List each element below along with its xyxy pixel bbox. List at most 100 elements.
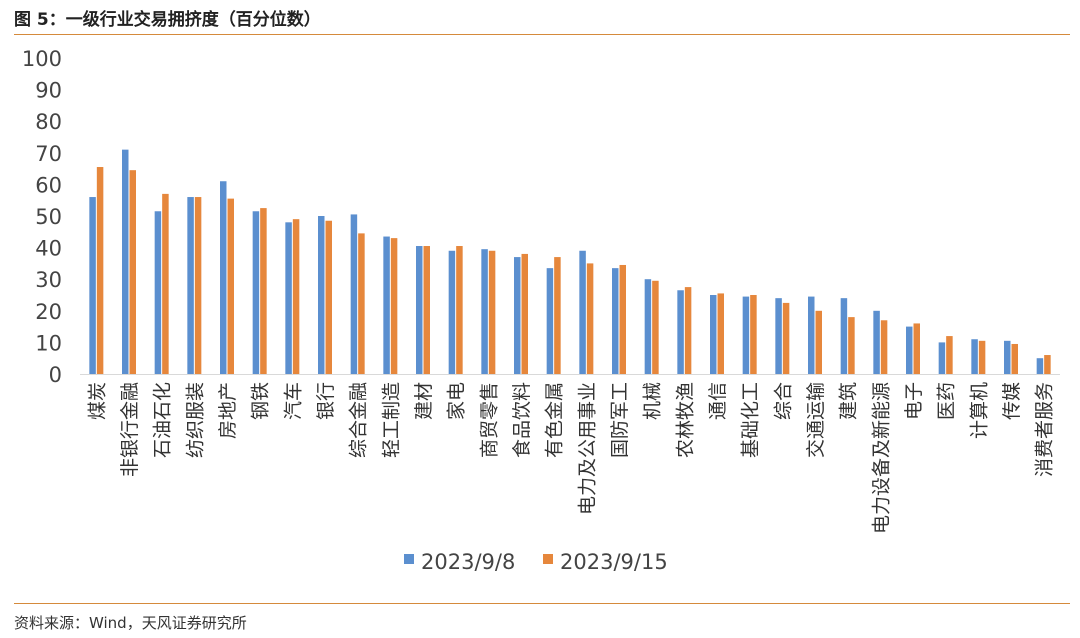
bar-sep8 [122, 149, 129, 374]
bar-sep15 [684, 287, 692, 374]
y-tick-label: 0 [49, 363, 62, 387]
bar-sep15 [162, 193, 169, 374]
bar-sep15 [96, 167, 104, 374]
x-axis: 煤炭 非银行金融 石油石化 纺织服装 房地产 钢铁 汽车 银行 综合金融 轻工制造 建材 家电 商贸零售… [86, 382, 1055, 534]
x-tick-label: 房地产 [217, 382, 239, 439]
x-tick-label: 基础化工 [740, 382, 762, 458]
bar-sep8 [318, 216, 325, 374]
bar-sep8 [285, 222, 292, 374]
bar-sep8 [252, 211, 260, 374]
bottom-divider [14, 603, 1070, 604]
y-tick-label: 70 [35, 142, 62, 166]
bar-sep8 [350, 214, 358, 374]
y-tick-label: 30 [35, 268, 62, 292]
bar-sep15 [325, 220, 332, 374]
x-tick-label: 消费者服务 [1034, 382, 1056, 477]
x-tick-label: 综合 [772, 382, 794, 420]
bar-sep8 [579, 250, 586, 374]
legend-swatch [404, 554, 414, 564]
bar-sep8 [742, 296, 750, 374]
x-tick-label: 机械 [642, 382, 664, 420]
bar-sep8 [840, 298, 848, 374]
bar-sep8 [481, 249, 488, 374]
x-tick-label: 交通运输 [805, 382, 827, 458]
bar-sep15 [456, 246, 463, 374]
bar-sep15 [521, 253, 528, 374]
x-tick-label: 传媒 [1001, 382, 1023, 420]
y-tick-label: 80 [35, 110, 62, 134]
x-tick-label: 汽车 [282, 382, 304, 420]
source-note: 资料来源：Wind，天风证券研究所 [14, 614, 247, 632]
bar-sep15 [488, 250, 496, 374]
bar-sep15 [227, 198, 234, 374]
bar-sep15 [848, 317, 855, 374]
x-tick-label: 建筑 [838, 382, 860, 420]
x-tick-label: 家电 [446, 382, 468, 420]
bar-sep8 [808, 296, 815, 374]
bar-chart: 0 10 20 30 40 50 60 70 80 90 100 煤炭 非银行金融 石油石化 纺织服装 房地… [22, 47, 1060, 574]
bar-sep8 [710, 295, 717, 374]
bar-sep8 [383, 236, 390, 374]
x-tick-label: 通信 [707, 382, 729, 420]
x-tick-label: 石油石化 [152, 382, 174, 458]
bar-sep15 [586, 263, 594, 374]
bar-sep15 [717, 293, 724, 374]
legend-label: 2023/9/8 [421, 550, 515, 574]
bar-sep15 [292, 219, 300, 374]
bar-sep15 [260, 208, 267, 374]
x-tick-label: 医药 [936, 382, 958, 420]
bar-sep15 [750, 295, 757, 374]
x-tick-label: 电子 [903, 382, 925, 420]
x-tick-label: 煤炭 [86, 382, 108, 420]
bar-sep8 [938, 342, 946, 374]
x-tick-label: 计算机 [968, 382, 990, 439]
legend: 2023/9/8 2023/9/15 [404, 550, 668, 574]
bar-sep15 [782, 302, 790, 374]
x-tick-label: 轻工制造 [380, 382, 402, 458]
x-tick-label: 国防军工 [609, 382, 631, 458]
top-divider [14, 34, 1070, 35]
x-tick-label: 商贸零售 [478, 382, 500, 458]
x-tick-label: 农林牧渔 [674, 382, 696, 458]
legend-swatch [543, 554, 553, 564]
y-tick-label: 90 [35, 79, 62, 103]
bar-sep15 [815, 310, 822, 374]
x-tick-label: 非银行金融 [119, 382, 141, 477]
bar-sep15 [619, 264, 626, 374]
y-tick-label: 50 [35, 205, 62, 229]
bar-sep8 [89, 197, 96, 374]
bar-sep15 [358, 233, 365, 374]
x-tick-label: 食品饮料 [511, 382, 533, 458]
bar-sep15 [129, 170, 136, 374]
y-axis: 0 10 20 30 40 50 60 70 80 90 100 [22, 47, 1060, 387]
bar-sep8 [775, 298, 782, 374]
figure-title: 图 5：一级行业交易拥挤度（百分位数） [14, 10, 321, 30]
bar-sep15 [652, 280, 659, 374]
bar-sep15 [978, 340, 986, 374]
bar-sep8 [906, 326, 913, 374]
bar-sep8 [416, 246, 423, 374]
x-tick-label: 银行 [315, 382, 337, 420]
bar-sep8 [514, 257, 521, 374]
x-tick-label: 综合金融 [348, 382, 370, 458]
x-tick-label: 电力及公用事业 [576, 382, 598, 515]
y-tick-label: 40 [35, 237, 62, 261]
bar-sep8 [971, 339, 978, 374]
bar-sep8 [644, 279, 652, 374]
bar-sep15 [1044, 355, 1051, 374]
y-tick-label: 60 [35, 173, 62, 197]
y-tick-label: 10 [35, 331, 62, 355]
bar-sep8 [677, 290, 684, 374]
bar-sep15 [946, 336, 953, 374]
bar-sep8 [154, 211, 162, 374]
bar-sep8 [187, 197, 194, 374]
bar-sep15 [880, 320, 888, 374]
bar-sep8 [873, 310, 880, 374]
y-tick-label: 20 [35, 300, 62, 324]
x-tick-label: 有色金属 [544, 382, 566, 458]
bar-sep8 [1036, 358, 1044, 374]
bar-sep15 [390, 238, 398, 374]
bars [89, 149, 1051, 374]
bar-sep8 [612, 268, 619, 374]
x-tick-label: 建材 [413, 382, 435, 420]
